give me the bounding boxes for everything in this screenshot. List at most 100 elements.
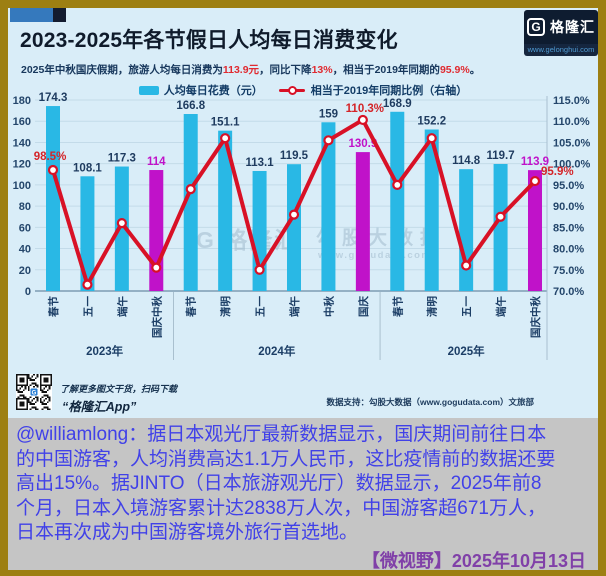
qr-module xyxy=(29,377,32,380)
qr-module xyxy=(34,396,37,398)
qr-module xyxy=(40,387,42,390)
bar xyxy=(528,170,542,291)
qr-module xyxy=(16,387,18,390)
watermark-name: 勾股大数据 xyxy=(316,226,446,249)
chart-panel: G 格隆汇 www.gelonghui.com 2023-2025年各节假日人均… xyxy=(8,8,598,418)
commentary-line: 的中国游客，人均消费高达1.1万人民币，这比疫情前的数据还要 xyxy=(16,448,556,470)
category-label: 国庆中秋 xyxy=(150,296,163,338)
right-axis-tick: 95.0% xyxy=(553,180,584,192)
qr-code-image: G xyxy=(16,374,52,410)
bar-value-label: 119.7 xyxy=(486,150,514,162)
chart-subtitle: 2025年中秋国庆假期，旅游人均每日消费为113.9元，同比下降13%，相当于2… xyxy=(21,62,480,77)
left-axis-tick: 120 xyxy=(13,159,31,171)
qr-module xyxy=(24,386,27,388)
bar-value-label: 113.1 xyxy=(245,157,274,169)
trend-marker xyxy=(185,184,196,195)
qr-module xyxy=(43,406,46,409)
qr-module xyxy=(17,391,20,393)
qr-module xyxy=(29,403,32,405)
category-label: 春节 xyxy=(185,296,198,317)
subtitle-segment-highlight: 113.9元 xyxy=(222,64,260,76)
legend-bar-swatch-icon xyxy=(138,85,159,95)
qr-module xyxy=(41,389,44,392)
trend-marker xyxy=(529,175,541,187)
category-labels: 春节 五一 端午 国庆中秋 春节 清明 五一 端午 中秋 国庆 春节 清明 五一 端午 国庆中秋 xyxy=(47,296,542,338)
qr-module xyxy=(40,386,42,388)
qr-module xyxy=(46,396,49,398)
qr-module xyxy=(22,389,25,392)
qr-module xyxy=(46,401,49,404)
qr-module xyxy=(45,406,47,409)
left-axis-tick: 140 xyxy=(13,137,31,149)
subtitle-segment-highlight: 13% xyxy=(311,64,333,76)
qr-module xyxy=(33,379,35,381)
qr-module xyxy=(33,406,35,409)
category-label: 中秋 xyxy=(322,296,335,317)
qr-module xyxy=(28,389,30,392)
qr-module xyxy=(45,394,47,397)
left-axis-tick: 20 xyxy=(19,265,31,277)
qr-module xyxy=(17,396,20,398)
subtitle-segment-highlight: 95.9% xyxy=(439,64,470,76)
qr-finder xyxy=(19,377,25,383)
legend-bar-label: 人均每日花费（元） xyxy=(163,85,263,97)
qr-module xyxy=(36,384,39,386)
qr-module xyxy=(41,403,44,405)
qr-module xyxy=(40,398,42,400)
qr-finder xyxy=(19,401,25,407)
bar-value-label: 108.1 xyxy=(73,162,102,174)
header-accent-navy xyxy=(53,8,66,22)
left-axis-tick: 80 xyxy=(19,201,31,213)
category-label: 国庆 xyxy=(357,296,370,317)
bars xyxy=(46,106,542,292)
left-axis-tick: 180 xyxy=(13,95,31,107)
bar-value-label: 168.9 xyxy=(383,98,412,110)
qr-module xyxy=(36,399,39,402)
qr-module xyxy=(34,406,37,409)
qr-module xyxy=(21,386,23,388)
qr-module xyxy=(16,389,18,392)
bar-value-label: 166.8 xyxy=(176,100,205,112)
qr-module xyxy=(29,396,32,398)
qr-module xyxy=(43,394,46,397)
frame-lines xyxy=(173,96,548,360)
right-axis-tick: 80.0% xyxy=(553,244,584,256)
qr-module xyxy=(24,396,27,398)
qr-module xyxy=(31,403,34,405)
commentary-line: 日本再次成为中国游客境外旅行首选地。 xyxy=(16,522,359,543)
qr-module xyxy=(36,374,39,376)
bar xyxy=(459,169,474,291)
subtitle-segment: ，同比下降 xyxy=(259,64,312,76)
qr-module xyxy=(29,379,32,381)
qr-module xyxy=(28,387,30,390)
bar-value-label: 159 xyxy=(319,108,338,120)
logo-g-icon: G xyxy=(527,18,545,36)
qr-module xyxy=(40,401,42,404)
qr-module xyxy=(46,406,49,409)
qr-module xyxy=(48,398,51,400)
commentary-line: 个月，日本入境游客累计达2838万人次，中国游客超671万人， xyxy=(16,497,546,519)
qr-module xyxy=(21,391,23,393)
right-axis-tick: 100.0% xyxy=(553,159,591,171)
category-label: 端午 xyxy=(495,296,508,317)
qr-module xyxy=(41,408,44,410)
qr-module xyxy=(36,396,39,398)
trend-marker xyxy=(426,133,437,144)
bar-value-label: 113.9 xyxy=(521,156,549,168)
qr-module xyxy=(36,375,39,378)
qr-module xyxy=(45,398,47,400)
qr-module xyxy=(36,408,39,410)
bar-value-label: 114 xyxy=(147,156,166,168)
qr-module xyxy=(33,386,35,388)
qr-module xyxy=(24,387,27,390)
right-axis-tick: 90.0% xyxy=(553,201,584,213)
trend-marker xyxy=(323,135,334,146)
qr-module xyxy=(28,374,30,376)
qr-module xyxy=(29,401,32,404)
trend-marker xyxy=(288,209,300,220)
bar xyxy=(355,152,370,291)
qr-finder xyxy=(43,377,49,383)
left-axis-tick: 40 xyxy=(19,244,31,256)
qr-module xyxy=(19,394,22,397)
